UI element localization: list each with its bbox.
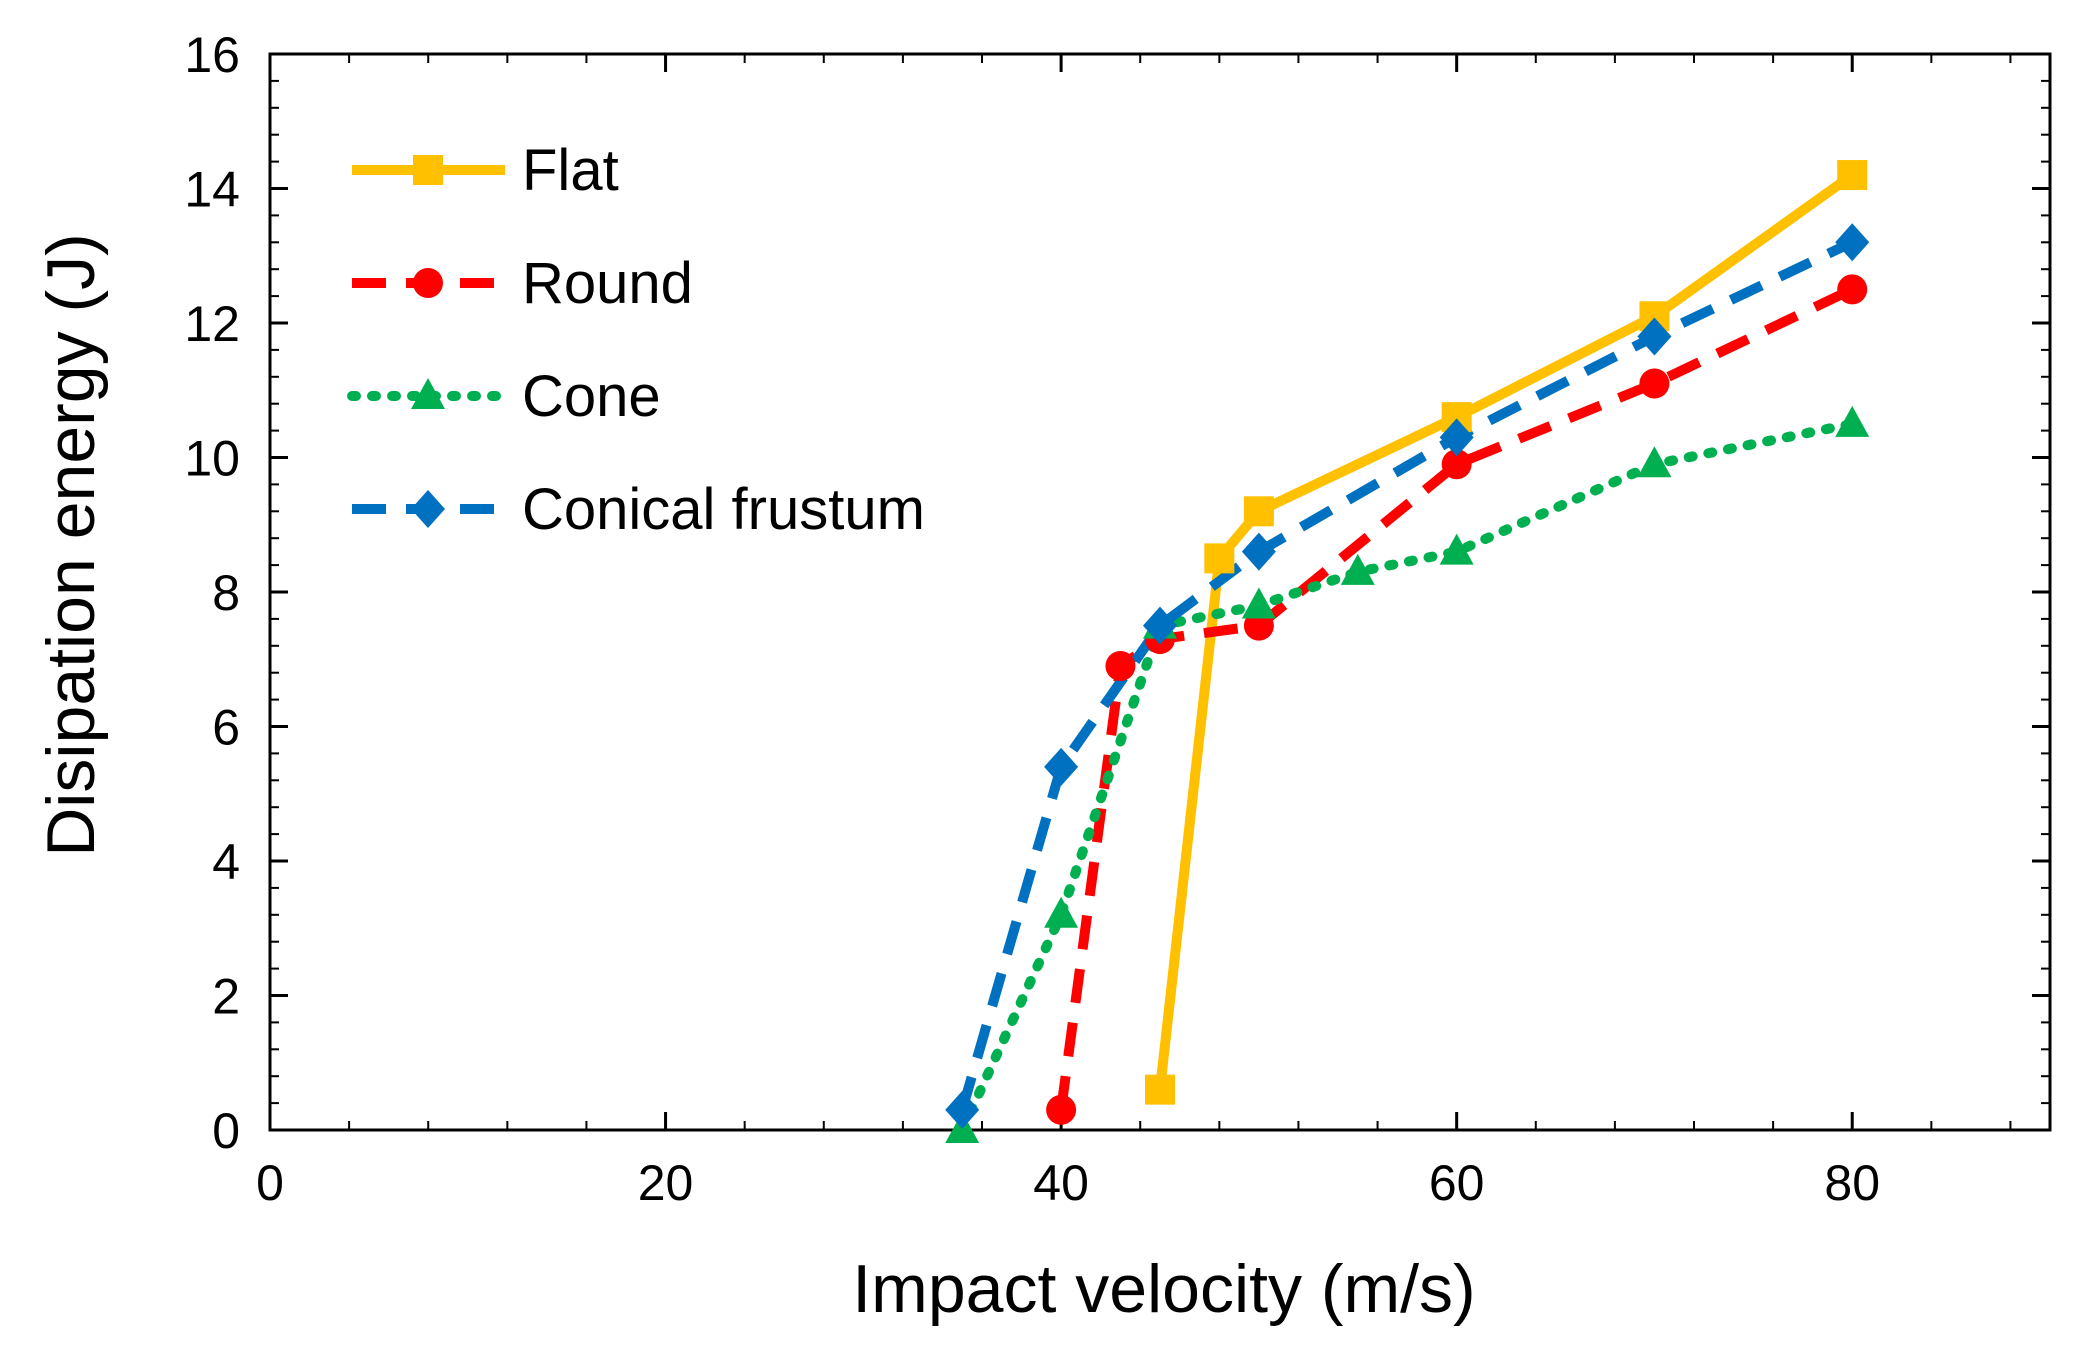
- data-point-round: [1639, 368, 1670, 399]
- y-tick-label: 10: [184, 431, 240, 487]
- data-point-round: [1441, 449, 1472, 480]
- x-tick-label: 60: [1429, 1155, 1485, 1211]
- data-point-round: [1837, 274, 1868, 305]
- data-point-cone: [1241, 587, 1276, 619]
- data-point-conical-frustum: [1637, 317, 1672, 356]
- series-line-cone: [957, 418, 1858, 1135]
- x-axis-title: Impact velocity (m/s): [852, 1251, 1475, 1327]
- data-point-cone: [1340, 553, 1375, 585]
- legend-marker-round: [413, 268, 443, 298]
- legend-marker-flat: [413, 155, 443, 185]
- data-point-conical-frustum: [1241, 532, 1276, 571]
- y-tick-label: 14: [184, 162, 240, 218]
- series-markers: [945, 160, 1870, 1143]
- y-tick-label: 8: [212, 565, 240, 621]
- legend-label-cone: Cone: [522, 364, 661, 429]
- plot-area-border: [268, 52, 2052, 1132]
- data-point-flat: [1204, 543, 1235, 574]
- series-lines: [957, 170, 1858, 1135]
- data-point-flat: [1837, 160, 1868, 191]
- legend-label-flat: Flat: [522, 138, 619, 203]
- y-tick-label: 2: [212, 969, 240, 1025]
- data-point-conical-frustum: [1439, 418, 1474, 457]
- data-point-conical-frustum: [1044, 747, 1079, 786]
- x-tick-label: 80: [1824, 1155, 1880, 1211]
- series-line-conical-frustum: [957, 237, 1855, 1112]
- y-tick-label: 6: [212, 700, 240, 756]
- legend-label-round: Round: [522, 251, 693, 316]
- data-point-cone: [1835, 405, 1870, 437]
- x-tick-label: 40: [1033, 1155, 1089, 1211]
- ticks: 0 20 40 60 80 0 2 4 6 8 10 12 14 16: [184, 27, 2050, 1211]
- series-line-flat: [1155, 170, 1856, 1091]
- legend: Flat Round Cone Conical frustum: [347, 138, 925, 542]
- y-tick-label: 0: [212, 1103, 240, 1159]
- x-tick-label: 0: [256, 1155, 284, 1211]
- y-axis-title: Disipation energy (J): [33, 233, 109, 857]
- axes: [268, 52, 2052, 1132]
- data-point-round: [1046, 1094, 1077, 1125]
- data-point-flat: [1243, 496, 1274, 527]
- data-point-cone: [1044, 896, 1079, 928]
- data-point-conical-frustum: [1143, 606, 1177, 645]
- y-tick-label: 4: [212, 834, 240, 890]
- data-point-flat: [1145, 1074, 1175, 1105]
- legend-marker-cone: [411, 378, 445, 409]
- legend-marker-conical-frustum: [411, 490, 445, 528]
- y-tick-label: 16: [184, 27, 240, 83]
- data-point-cone: [1439, 533, 1474, 565]
- data-point-conical-frustum: [1835, 223, 1870, 262]
- x-tick-label: 20: [638, 1155, 694, 1211]
- data-point-conical-frustum: [945, 1090, 980, 1129]
- data-point-round: [1105, 650, 1136, 681]
- legend-label-conical-frustum: Conical frustum: [522, 477, 925, 542]
- y-tick-label: 12: [184, 296, 240, 352]
- data-point-cone: [1637, 446, 1672, 478]
